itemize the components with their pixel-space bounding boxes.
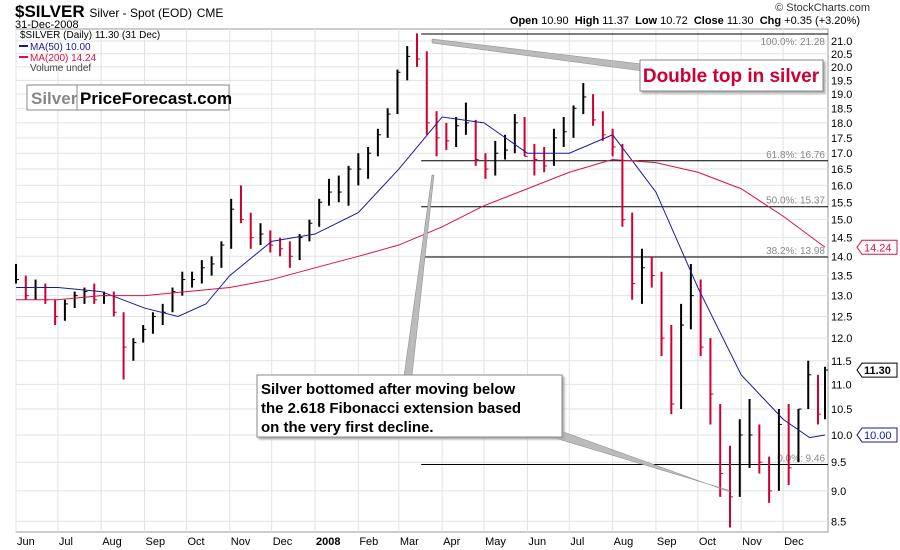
y-tick-label: 8.5 <box>831 516 846 528</box>
y-tick-label: 12.5 <box>831 311 852 323</box>
logo-part2: PriceForecast.com <box>80 89 232 108</box>
ohlc-readout: Open 10.90 High 11.37 Low 10.72 Close 11… <box>509 15 860 27</box>
last-value-tag-ma200 <box>856 239 898 255</box>
x-tick-label: Jul <box>570 536 584 548</box>
x-tick-label: Sep <box>146 536 166 548</box>
y-tick-label: 10.5 <box>831 404 852 416</box>
y-tick-label: 21.0 <box>831 36 852 48</box>
x-tick-label: 2008 <box>316 536 340 548</box>
y-tick-label: 13.5 <box>831 271 852 283</box>
x-tick-label: Aug <box>614 536 634 548</box>
fib-label: 38.2%: 13.98 <box>766 246 825 257</box>
y-tick-label: 17.0 <box>831 148 852 160</box>
y-tick-label: 13.0 <box>831 291 852 303</box>
y-tick-label: 10.0 <box>831 430 852 442</box>
y-tick-label: 19.5 <box>831 75 852 87</box>
y-tick-label: 16.5 <box>831 164 852 176</box>
y-tick-label: 15.5 <box>831 197 852 209</box>
y-tick-label: 11.5 <box>831 356 852 368</box>
y-tick-label: 19.0 <box>831 89 852 101</box>
last-value-label: 11.30 <box>864 365 891 377</box>
y-tick-label: 12.0 <box>831 333 852 345</box>
y-tick-label: 16.0 <box>831 180 852 192</box>
symbol-title: $SILVER Silver - Spot (EOD) CME <box>15 2 224 21</box>
x-tick-label: Apr <box>443 536 460 548</box>
bottom-text-line2: the 2.618 Fibonacci extension based <box>261 400 521 417</box>
x-tick-label: Mar <box>400 536 419 548</box>
last-value-tag-ma50 <box>856 427 898 443</box>
last-value-tag-price <box>856 362 898 378</box>
legend-ma200: MA(200) 14.24 <box>30 53 97 64</box>
x-tick-label: Jun <box>528 536 546 548</box>
bottom-text-line1: Silver bottomed after moving below <box>261 381 516 398</box>
double-top-text: Double top in silver <box>643 66 820 87</box>
y-tick-label: 15.0 <box>831 215 852 227</box>
x-tick-label: Jun <box>17 536 35 548</box>
ma50-line <box>16 116 826 439</box>
x-tick-label: Nov <box>231 536 251 548</box>
legend: $SILVER (Daily) 11.30 (31 Dec) MA(50) 10… <box>19 30 160 74</box>
ma200-line <box>16 158 826 301</box>
y-tick-label: 11.0 <box>831 379 852 391</box>
logo: Silver PriceForecast.com <box>26 84 232 111</box>
y-tick-label: 17.5 <box>831 133 852 145</box>
y-tick-label: 20.5 <box>831 49 852 61</box>
copyright: © StockCharts.com <box>775 2 870 14</box>
logo-part1: Silver <box>31 89 78 108</box>
last-value-label: 14.24 <box>864 242 892 254</box>
y-tick-label: 14.5 <box>831 233 852 245</box>
fib-label: 100.0%: 21.28 <box>761 37 826 48</box>
legend-volume: Volume undef <box>30 63 91 74</box>
x-tick-label: Feb <box>359 536 378 548</box>
y-tick-label: 9.0 <box>831 486 846 498</box>
double-top-callout <box>639 59 824 92</box>
legend-ma50: MA(50) 10.00 <box>30 42 91 53</box>
legend-price: $SILVER (Daily) 11.30 (31 Dec) <box>20 30 160 41</box>
y-tick-label: 18.0 <box>831 118 852 130</box>
y-tick-label: 18.5 <box>831 103 852 115</box>
x-tick-label: Aug <box>102 536 122 548</box>
x-tick-label: Sep <box>657 536 677 548</box>
x-tick-label: Nov <box>742 536 762 548</box>
y-tick-label: 14.0 <box>831 251 852 263</box>
fib-label: 0.0%: 9.46 <box>777 453 825 464</box>
x-tick-label: May <box>485 536 506 548</box>
chart-date: 31-Dec-2008 <box>15 19 79 31</box>
x-tick-label: Dec <box>273 536 293 548</box>
x-tick-label: Oct <box>187 536 204 548</box>
fib-label: 61.8%: 16.76 <box>766 150 825 161</box>
bottom-callout <box>256 374 563 438</box>
y-tick-label: 20.0 <box>831 62 852 74</box>
bottom-text-line3: on the very first decline. <box>261 419 434 436</box>
fib-label: 50.0%: 15.37 <box>766 196 825 207</box>
last-value-label: 10.00 <box>864 430 892 442</box>
x-tick-label: Dec <box>784 536 804 548</box>
x-tick-label: Oct <box>699 536 716 548</box>
x-tick-label: Jul <box>59 536 73 548</box>
y-tick-label: 9.5 <box>831 457 846 469</box>
